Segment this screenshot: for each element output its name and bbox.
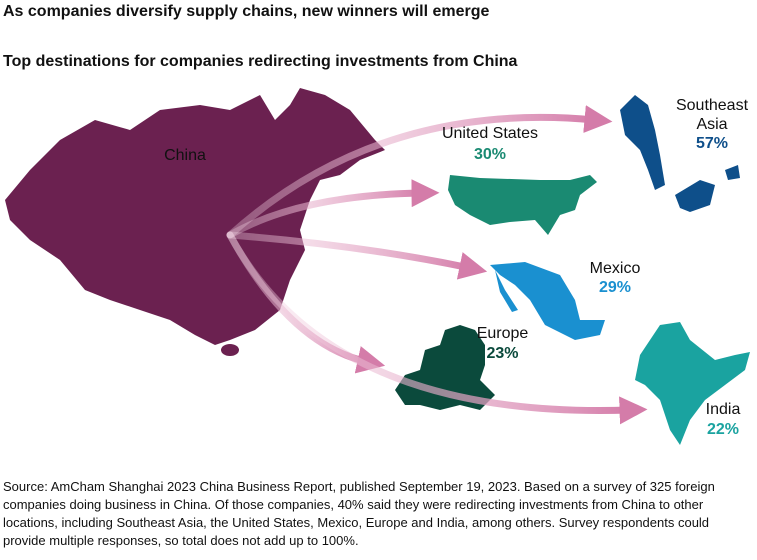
destination-value: 23% <box>486 345 519 362</box>
destination-value: 22% <box>706 421 740 438</box>
destination-value: 57% <box>695 135 729 152</box>
arrow <box>226 105 613 239</box>
us-shape <box>448 175 597 235</box>
destination-label: Southeast Asia <box>675 97 749 133</box>
china-shape <box>5 88 385 345</box>
subtitle: Top destinations for companies redirecti… <box>3 53 518 70</box>
source-note: Source: AmCham Shanghai 2023 China Busin… <box>3 479 715 548</box>
destination-value: 29% <box>598 279 632 296</box>
india-shape <box>635 322 750 445</box>
hainan-shape <box>221 344 239 356</box>
arrow <box>226 179 440 239</box>
destination-value: 30% <box>473 146 507 163</box>
southeast-asia-shape <box>620 95 740 212</box>
arrow <box>226 231 488 280</box>
title: As companies diversify supply chains, ne… <box>3 3 490 20</box>
destination-label: Mexico <box>589 260 641 277</box>
destination-label: Europe <box>476 325 529 342</box>
mexico-shape <box>490 262 605 340</box>
destination-label: India <box>705 401 741 418</box>
origin-label: China <box>164 147 206 164</box>
arrow <box>226 231 648 425</box>
destination-label: United States <box>441 125 539 142</box>
